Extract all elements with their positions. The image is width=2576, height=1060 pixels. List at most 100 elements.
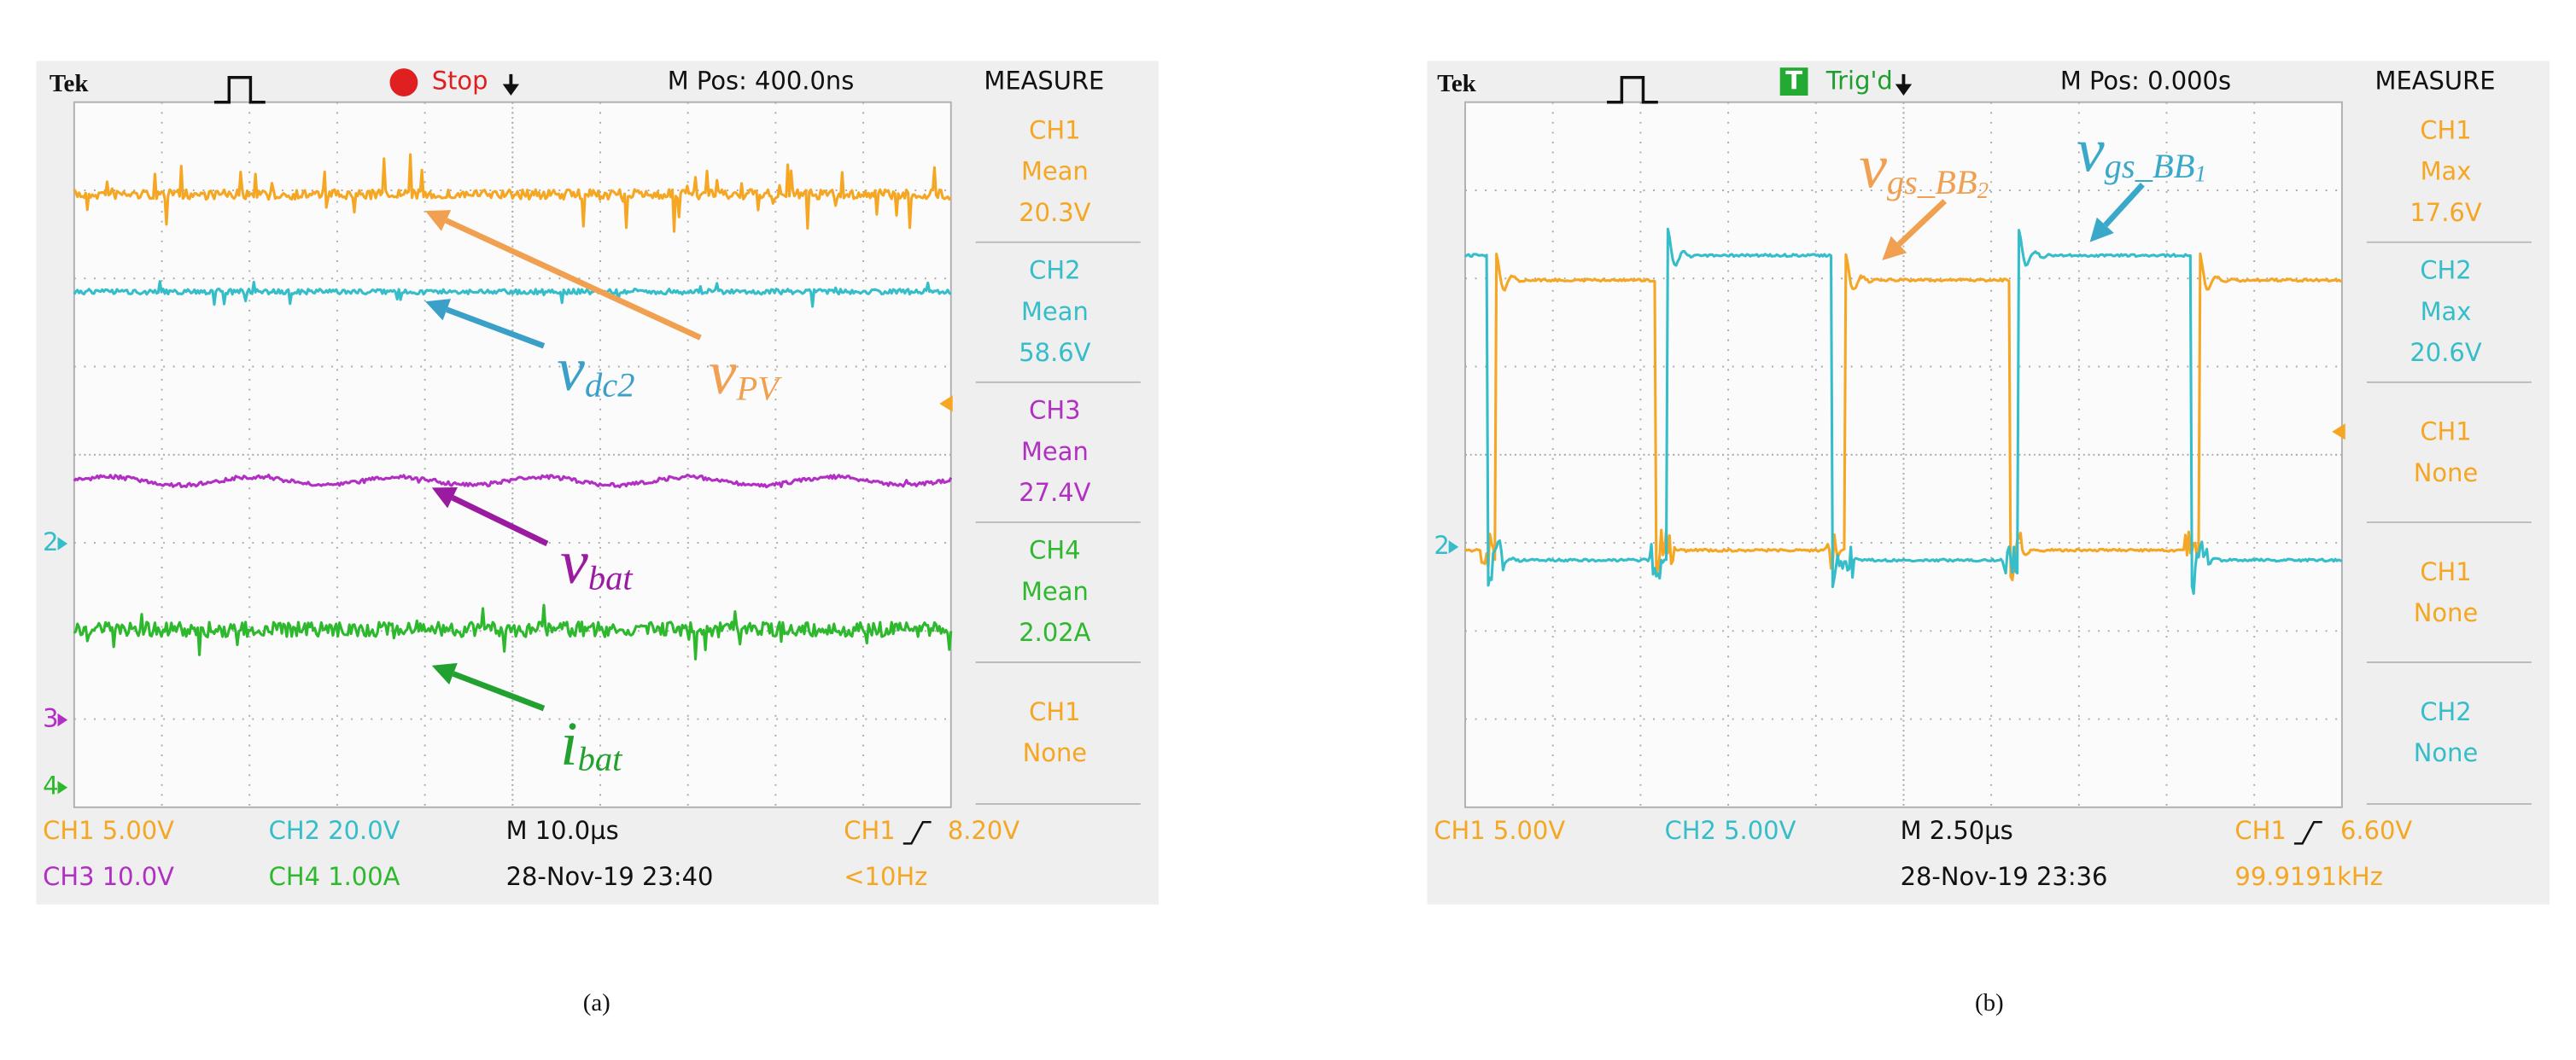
trace-symbol: v: [560, 527, 588, 597]
pulse-icon: [1607, 76, 1658, 104]
horizontal-position: M Pos: 400.0ns: [668, 67, 855, 96]
trace-label: ibat: [560, 708, 623, 778]
footer-setting: 6.60V: [2340, 816, 2412, 845]
measure-value: 20.3V: [1019, 198, 1090, 227]
trigger-level: [939, 395, 953, 412]
footer-setting: CH1 5.00V: [43, 816, 174, 845]
annotation-arrow: [446, 306, 546, 349]
waveform: [1464, 252, 2343, 582]
footer-setting: <10Hz: [844, 862, 927, 891]
trigger-slope-icon: [902, 820, 932, 845]
trace-subscript: PV: [736, 370, 783, 408]
measure-kind: None: [2414, 598, 2479, 627]
footer-setting: M 2.50µs: [1901, 816, 2013, 845]
annotation-arrow: [445, 218, 702, 341]
arrow-head: [425, 299, 452, 321]
trace-label: vdc2: [557, 335, 634, 405]
caption: (b): [1975, 989, 2004, 1016]
measure-kind: Mean: [1021, 157, 1089, 186]
trigger-icon: T: [1785, 67, 1802, 96]
measure-kind: None: [1023, 738, 1088, 767]
trace-subscript: bat: [588, 559, 634, 597]
measure-kind: None: [2414, 738, 2479, 767]
measure-kind: Mean: [1021, 577, 1089, 606]
trace-index: 1: [2194, 161, 2206, 187]
measure-channel: CH1: [1029, 115, 1080, 144]
trace-symbol: v: [2077, 115, 2105, 184]
trace-subscript: bat: [578, 740, 624, 778]
waveform: [73, 603, 953, 661]
measure-kind: Mean: [1021, 437, 1089, 466]
trace-symbol: v: [557, 335, 585, 404]
footer-setting: CH2 20.0V: [269, 816, 400, 845]
waveform: [73, 153, 952, 233]
ground-marker: 4: [43, 772, 58, 801]
measure-kind: Mean: [1021, 297, 1089, 326]
measure-channel: CH1: [2420, 115, 2471, 144]
measure-kind: Max: [2421, 297, 2472, 326]
waveform: [73, 473, 953, 489]
measure-title: MEASURE: [2375, 67, 2496, 96]
measure-value: 2.02A: [1019, 618, 1090, 647]
trace-symbol: i: [560, 708, 577, 778]
trace-subscript: dc2: [585, 366, 635, 405]
measure-channel: CH2: [1029, 256, 1080, 285]
trigger-position: [1895, 84, 1913, 96]
footer-setting: CH3 10.0V: [43, 862, 174, 891]
arrow-head: [431, 487, 458, 509]
ground-marker-arrow: [57, 537, 68, 550]
measure-channel: CH1: [2420, 557, 2471, 586]
caption: (a): [583, 989, 610, 1016]
footer-setting: M 10.0µs: [506, 816, 619, 845]
measure-kind: None: [2414, 458, 2479, 487]
stop-icon: [389, 68, 418, 96]
footer-setting: CH1 5.00V: [1434, 816, 1565, 845]
waveform: [73, 280, 952, 308]
ground-marker-arrow: [1448, 540, 1459, 554]
arrow-head: [431, 662, 458, 685]
trace-label: vgs_BB1: [2077, 115, 2206, 187]
trigger-slope-icon: [2293, 820, 2322, 845]
ground-marker: 2: [1434, 531, 1449, 560]
trace-label: vgs_BB2: [1859, 132, 1989, 204]
footer-setting: 28-Nov-19 23:36: [1901, 862, 2108, 891]
trace-index: 2: [1977, 178, 1989, 203]
annotation-arrow: [1896, 199, 1948, 247]
measure-channel: CH4: [1029, 536, 1080, 565]
measure-channel: CH1: [1029, 697, 1080, 726]
trigger-icon-box: [1779, 67, 1808, 96]
measure-value: 27.4V: [1019, 478, 1090, 507]
footer-setting: CH4 1.00A: [269, 862, 400, 891]
footer-setting: 99.9191kHz: [2234, 862, 2382, 891]
footer-setting: CH1: [844, 816, 895, 845]
footer-setting: CH2 5.00V: [1665, 816, 1796, 845]
annotation-arrow: [2103, 182, 2145, 228]
run-status: Stop: [432, 67, 488, 96]
trace-symbol: v: [1859, 132, 1887, 201]
annotation-arrow: [451, 495, 549, 547]
trace-subscript: gs_BB: [1887, 163, 1977, 201]
annotation-arrow: [452, 671, 546, 712]
run-status: Trig'd: [1825, 67, 1893, 96]
brand: Tek: [50, 70, 89, 97]
ground-marker-arrow: [57, 780, 68, 795]
horizontal-position: M Pos: 0.000s: [2060, 67, 2231, 96]
arrow-head: [425, 210, 452, 231]
measure-value: 20.6V: [2410, 338, 2481, 367]
footer-setting: 28-Nov-19 23:40: [506, 862, 714, 891]
trace-label: vbat: [560, 527, 634, 597]
measure-channel: CH1: [2420, 417, 2471, 446]
waveform: [1464, 227, 2343, 596]
trigger-position: [502, 84, 520, 96]
measure-value: 58.6V: [1019, 338, 1090, 367]
measure-kind: Max: [2421, 157, 2472, 186]
arrow-head: [1882, 236, 1907, 261]
measure-channel: CH3: [1029, 396, 1080, 425]
measure-title: MEASURE: [984, 67, 1104, 96]
trace-label: vPV: [709, 338, 782, 408]
trace-symbol: v: [709, 338, 737, 407]
measure-value: 17.6V: [2410, 198, 2481, 227]
arrow-head: [2089, 217, 2114, 242]
